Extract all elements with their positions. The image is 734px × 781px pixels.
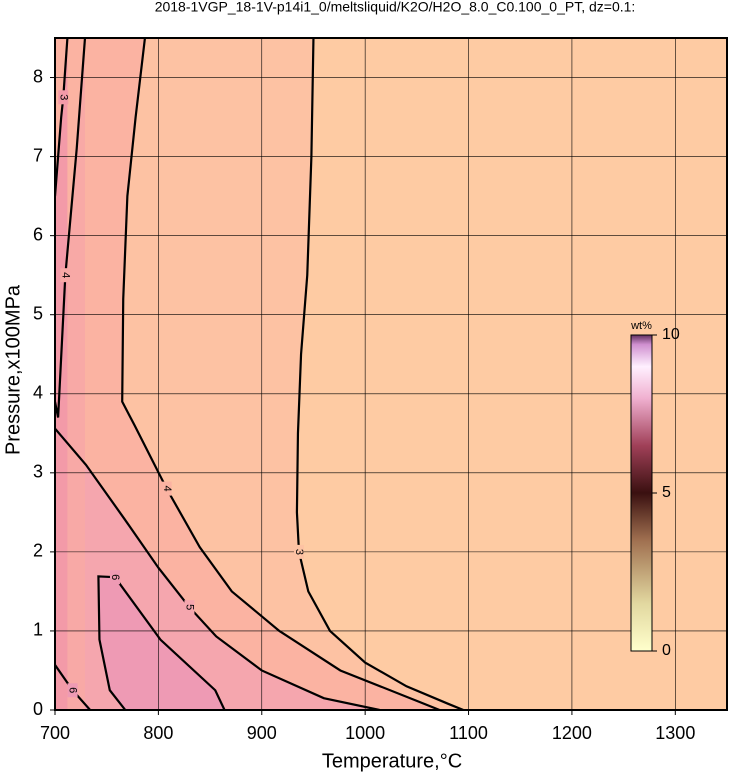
colorbar-tick-label: 10 (662, 326, 680, 343)
x-tick-label: 1200 (552, 723, 592, 743)
y-axis-label: Pressure,x100MPa (2, 284, 24, 455)
x-tick-label: 1000 (345, 723, 385, 743)
y-tick-label: 1 (33, 620, 43, 640)
y-tick-label: 5 (33, 303, 43, 323)
contour-fill (55, 38, 380, 710)
x-tick-label: 1300 (655, 723, 695, 743)
contour-label-bg (67, 683, 78, 698)
contour-label-bg (109, 570, 120, 585)
axes: 700 800 900 1000 1100 1200 1300 0 1 2 3 4 5 6 7 8 wt% 0 5 1… (33, 37, 728, 743)
contour-label: 6 (109, 574, 121, 580)
y-tick-label: 0 (33, 699, 43, 719)
colorbar-tick-label: 0 (662, 642, 671, 659)
x-tick-label: 900 (247, 723, 277, 743)
y-tick-label: 2 (33, 541, 43, 561)
y-tick-label: 3 (33, 462, 43, 482)
contour-fill (98, 576, 225, 710)
x-tick-label: 800 (143, 723, 173, 743)
colorbar-tick-label: 5 (662, 484, 671, 501)
x-tick-label: 1100 (449, 723, 488, 743)
contour-line (55, 38, 69, 197)
contour-label-bg (161, 481, 172, 496)
y-tick-label: 6 (33, 224, 43, 244)
contour-label-bg (184, 600, 195, 615)
x-axis-label: Temperature,°C (322, 750, 462, 772)
y-tick-label: 4 (33, 383, 43, 403)
contour-label: 6 (67, 687, 79, 693)
colorbar (630, 334, 653, 652)
contour-fill (55, 38, 440, 710)
contour-line (97, 575, 226, 710)
contour-label: 3 (293, 549, 305, 555)
contour-label-bg (60, 268, 71, 283)
chart-title: 2018-1VGP_18-1V-p14i1_0/meltsliquid/K2O/… (155, 0, 636, 15)
contour-label: 4 (161, 486, 173, 492)
plot-area: 3 4 5 6 6 4 3 (55, 38, 727, 710)
contour-label-bg (58, 90, 69, 105)
contour-label: 3 (57, 94, 69, 100)
x-tick-label: 700 (40, 723, 70, 743)
plot-frame (54, 37, 728, 711)
y-tick-label: 7 (33, 145, 43, 165)
contour-label: 4 (59, 272, 71, 278)
contour-label-bg (293, 544, 304, 559)
contour-label: 5 (183, 604, 195, 610)
colorbar-label: wt% (630, 320, 652, 332)
y-tick-label: 8 (33, 66, 43, 86)
